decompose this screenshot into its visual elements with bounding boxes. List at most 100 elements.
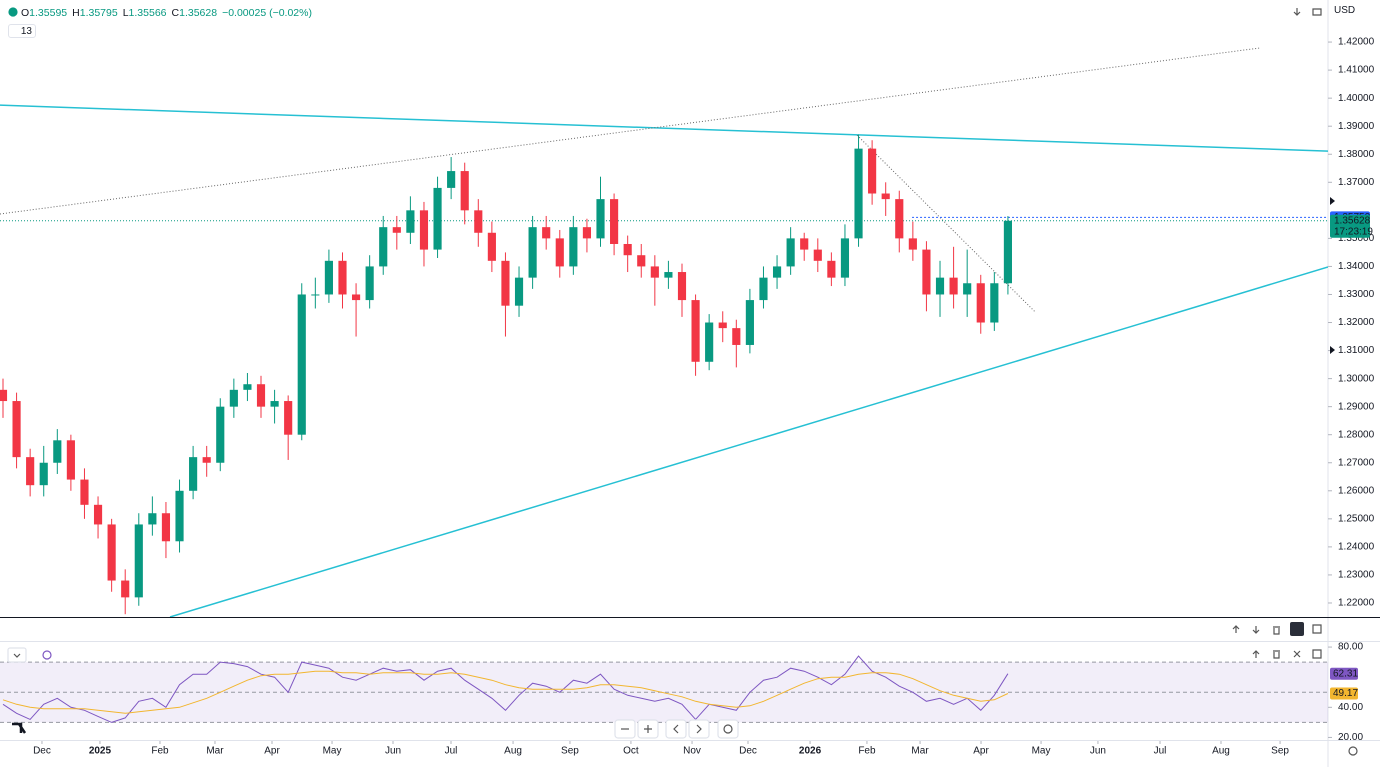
maximize-icon[interactable] bbox=[1312, 624, 1322, 634]
ohlc-label: L bbox=[122, 7, 129, 19]
candle-body bbox=[474, 210, 483, 233]
value-tag bbox=[1330, 687, 1358, 700]
candle-body bbox=[542, 227, 551, 239]
y-tick-label: 1.37000 bbox=[1338, 177, 1375, 188]
candle-body bbox=[1003, 220, 1012, 284]
move-up-icon[interactable] bbox=[1232, 625, 1240, 633]
price-tag-label: 1.35628 bbox=[1334, 215, 1371, 226]
y-tick-label: 1.28000 bbox=[1338, 429, 1375, 440]
x-tick-label: Nov bbox=[683, 746, 701, 757]
axes: 1.42000 1.41000 1.40000 1.39000 1.38000 1.370… bbox=[33, 37, 1375, 757]
candle-body bbox=[229, 389, 238, 407]
candle-body bbox=[379, 227, 388, 267]
rsi-maximize-icon[interactable] bbox=[1312, 649, 1322, 659]
candle-body bbox=[514, 277, 524, 306]
y-tick-label: 1.39000 bbox=[1338, 121, 1375, 132]
candle-body bbox=[433, 187, 442, 250]
currency[interactable]: USD bbox=[1334, 5, 1356, 16]
y-tick-label: 1.32000 bbox=[1338, 317, 1375, 328]
x-tick-label: May bbox=[1032, 746, 1051, 757]
y-tick-label: 80.00 bbox=[1338, 642, 1363, 653]
y-tick-label: 40.00 bbox=[1338, 702, 1363, 713]
settings-icon[interactable] bbox=[1348, 746, 1358, 756]
candle-body bbox=[39, 462, 48, 486]
candle-body bbox=[501, 260, 510, 306]
candle-body bbox=[528, 227, 537, 278]
candle-body bbox=[270, 401, 279, 407]
y-tick-label: 1.29000 bbox=[1338, 401, 1375, 412]
plus-icon bbox=[644, 725, 652, 733]
x-tick-label: 2026 bbox=[799, 746, 822, 757]
x-tick-label: Jul bbox=[445, 746, 458, 757]
y-tick-label: 1.41000 bbox=[1338, 65, 1375, 76]
candle-body bbox=[596, 199, 605, 239]
ohlc-label: C bbox=[171, 7, 180, 19]
price-tag bbox=[1330, 214, 1370, 238]
candle-body bbox=[908, 238, 917, 250]
candle-body bbox=[840, 238, 850, 278]
candle-body bbox=[12, 401, 21, 458]
candle-body bbox=[53, 440, 62, 463]
y-tick-label: 1.30000 bbox=[1338, 373, 1375, 384]
x-tick-label: Jun bbox=[1090, 746, 1106, 757]
candle-body bbox=[406, 210, 415, 233]
y-tick-label: 1.22000 bbox=[1338, 598, 1375, 609]
candle-body bbox=[895, 199, 904, 239]
x-tick-label: Oct bbox=[623, 746, 639, 757]
collapse-button[interactable] bbox=[1290, 622, 1304, 636]
y-tick-label: 1.35000 bbox=[1338, 233, 1375, 244]
scroll-left[interactable] bbox=[665, 719, 687, 739]
y-tick-label: 1.33000 bbox=[1338, 289, 1375, 300]
candle-body bbox=[772, 266, 782, 278]
right-icon bbox=[696, 724, 702, 734]
candle-body bbox=[813, 249, 822, 261]
candle-body bbox=[26, 457, 35, 486]
ohlc-item: O1.35595 bbox=[21, 7, 67, 19]
download-icon[interactable] bbox=[1293, 8, 1301, 16]
candle-body bbox=[745, 300, 754, 345]
candle-body bbox=[202, 457, 211, 463]
ohlc-value: 1.35628 bbox=[179, 7, 218, 19]
candle-body bbox=[338, 260, 347, 295]
rsi-collapse[interactable] bbox=[7, 647, 27, 663]
x-tick-label: May bbox=[323, 746, 342, 757]
ohlc-item: L1.35566 bbox=[123, 7, 167, 19]
candle-body bbox=[949, 277, 958, 295]
legend-header: O1.35595 H1.35795 L1.35566 C1.35628 −0.00025… bbox=[8, 5, 312, 21]
candle-body bbox=[66, 440, 75, 480]
indicator-count[interactable]: 13 bbox=[8, 24, 36, 38]
candle-body bbox=[392, 227, 401, 233]
candle-body bbox=[922, 249, 931, 295]
rsi-close-icon[interactable] bbox=[1293, 650, 1301, 658]
rsi-settings[interactable] bbox=[42, 650, 52, 660]
candle-body bbox=[447, 171, 456, 188]
scroll-right[interactable] bbox=[688, 719, 710, 739]
x-tick-label: Dec bbox=[33, 746, 51, 757]
ohlc-value: 1.35795 bbox=[79, 7, 118, 19]
move-down-icon[interactable] bbox=[1252, 626, 1260, 634]
candle-body bbox=[569, 227, 578, 267]
candle-body bbox=[189, 457, 198, 491]
y-tick-label: 1.40000 bbox=[1338, 93, 1375, 104]
left-icon bbox=[673, 724, 679, 734]
x-tick-label: Sep bbox=[561, 746, 579, 757]
value-tag-label: 62.31 bbox=[1333, 668, 1358, 679]
x-tick-label: Feb bbox=[151, 746, 169, 757]
rsi-delete-icon[interactable] bbox=[1273, 650, 1280, 659]
reset-view[interactable] bbox=[717, 719, 739, 739]
y-tick-label: 1.23000 bbox=[1338, 570, 1375, 581]
rsi-pane bbox=[0, 655, 1328, 723]
chevron bbox=[13, 653, 21, 658]
candle-body bbox=[759, 277, 768, 301]
candle-body bbox=[365, 266, 374, 301]
candle-body bbox=[718, 322, 727, 329]
candle-body bbox=[963, 283, 972, 295]
ohlc-item: C1.35628 bbox=[172, 7, 218, 19]
delete-icon[interactable] bbox=[1273, 626, 1280, 635]
candle-body bbox=[623, 243, 632, 256]
x-tick-label: Jul bbox=[1154, 746, 1167, 757]
candle-body bbox=[854, 148, 863, 239]
rsi-up-icon[interactable] bbox=[1252, 650, 1260, 658]
refresh-icon[interactable] bbox=[1312, 8, 1322, 16]
